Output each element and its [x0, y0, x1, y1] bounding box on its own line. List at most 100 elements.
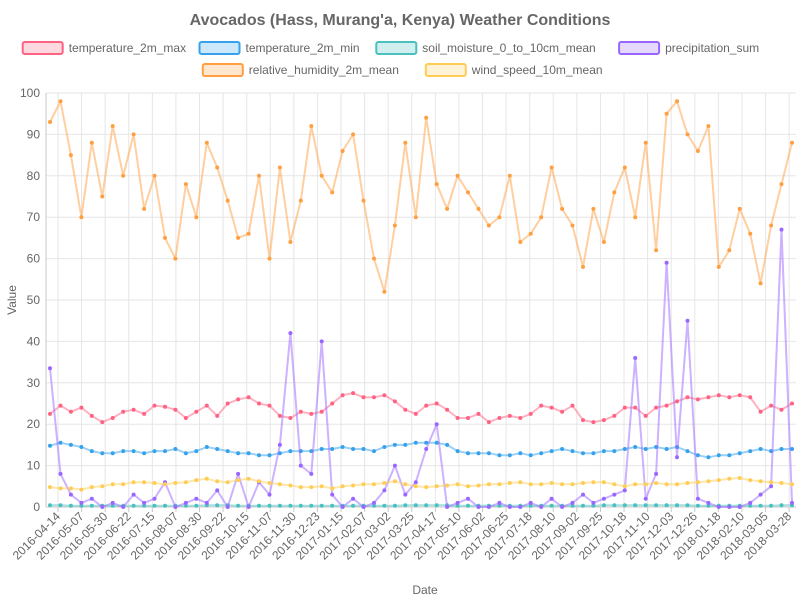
- data-point: [643, 140, 648, 145]
- data-point: [48, 485, 52, 490]
- data-point: [769, 403, 774, 408]
- data-point: [89, 140, 94, 145]
- data-point: [622, 503, 627, 508]
- data-point: [685, 395, 690, 400]
- legend-label: soil_moisture_0_to_10cm_mean: [422, 41, 595, 55]
- data-point: [643, 496, 648, 501]
- data-point: [622, 405, 627, 410]
- data-point: [267, 256, 272, 261]
- data-point: [392, 463, 397, 468]
- data-point: [204, 476, 209, 481]
- data-point: [675, 482, 679, 487]
- data-point: [476, 483, 481, 488]
- data-point: [309, 503, 314, 508]
- y-tick-label: 70: [27, 210, 41, 224]
- data-point: [539, 451, 544, 456]
- data-point: [581, 492, 585, 497]
- data-point: [121, 409, 126, 414]
- legend-label: wind_speed_10m_mean: [471, 63, 603, 77]
- data-point: [173, 447, 178, 451]
- data-point: [466, 496, 470, 501]
- data-point: [413, 503, 418, 508]
- data-point: [612, 449, 617, 454]
- legend-item-soil_moisture_0_to_10cm_mean[interactable]: soil_moisture_0_to_10cm_mean: [375, 41, 596, 55]
- data-point: [372, 482, 376, 487]
- data-point: [319, 409, 324, 414]
- y-tick-label: 0: [33, 500, 40, 514]
- data-point: [79, 500, 84, 505]
- data-point: [706, 124, 711, 129]
- data-point: [570, 500, 575, 505]
- data-point: [319, 503, 324, 508]
- data-point: [612, 492, 617, 497]
- data-point: [664, 260, 669, 265]
- data-point: [622, 165, 627, 170]
- data-point: [392, 399, 397, 404]
- data-point: [372, 500, 376, 505]
- data-point: [267, 403, 272, 408]
- data-point: [100, 194, 105, 199]
- data-point: [601, 503, 606, 508]
- data-point: [476, 411, 481, 416]
- data-point: [737, 505, 742, 509]
- data-point: [100, 420, 105, 425]
- data-point: [152, 173, 157, 178]
- data-point: [706, 503, 711, 508]
- data-point: [737, 206, 742, 211]
- legend-item-precipitation_sum[interactable]: precipitation_sum: [618, 41, 759, 55]
- data-point: [695, 397, 700, 402]
- data-point: [173, 505, 178, 509]
- data-point: [58, 486, 63, 491]
- legend-swatch: [618, 41, 661, 55]
- data-point: [121, 482, 126, 487]
- legend-item-temperature_2m_max[interactable]: temperature_2m_max: [21, 41, 186, 55]
- data-point: [215, 503, 220, 508]
- data-point: [549, 503, 554, 508]
- data-point: [769, 484, 774, 489]
- data-point: [685, 503, 690, 508]
- data-point: [183, 480, 188, 485]
- data-point: [706, 500, 711, 505]
- data-point: [758, 492, 763, 497]
- data-point: [110, 124, 115, 129]
- data-point: [664, 111, 669, 116]
- data-point: [633, 215, 638, 220]
- data-point: [173, 256, 178, 261]
- data-point: [612, 413, 617, 418]
- data-point: [570, 503, 575, 508]
- data-point: [351, 503, 356, 508]
- data-point: [413, 411, 418, 416]
- legend-item-wind_speed_10m_mean[interactable]: wind_speed_10m_mean: [424, 63, 603, 77]
- data-point: [183, 416, 188, 420]
- data-point: [497, 215, 502, 220]
- data-point: [727, 476, 732, 481]
- legend-item-temperature_2m_min[interactable]: temperature_2m_min: [198, 41, 360, 55]
- y-tick-label: 100: [20, 86, 40, 100]
- data-point: [131, 480, 136, 485]
- data-point: [89, 413, 94, 418]
- data-point: [664, 447, 669, 451]
- data-point: [758, 503, 763, 508]
- data-point: [737, 451, 742, 456]
- legend-item-relative_humidity_2m_mean[interactable]: relative_humidity_2m_mean: [201, 63, 399, 77]
- data-point: [486, 505, 491, 509]
- data-point: [486, 223, 491, 228]
- data-point: [89, 485, 94, 490]
- data-point: [497, 482, 502, 487]
- data-point: [497, 453, 502, 458]
- data-point: [581, 264, 585, 269]
- data-point: [716, 393, 721, 398]
- data-point: [570, 482, 575, 487]
- data-point: [257, 503, 261, 508]
- data-point: [163, 404, 167, 409]
- series-precipitation_sum: [48, 227, 794, 509]
- data-point: [382, 289, 387, 294]
- data-point: [413, 484, 418, 489]
- data-point: [330, 190, 335, 195]
- data-point: [434, 422, 439, 427]
- data-point: [664, 403, 669, 408]
- data-point: [643, 447, 648, 451]
- data-point: [163, 503, 167, 508]
